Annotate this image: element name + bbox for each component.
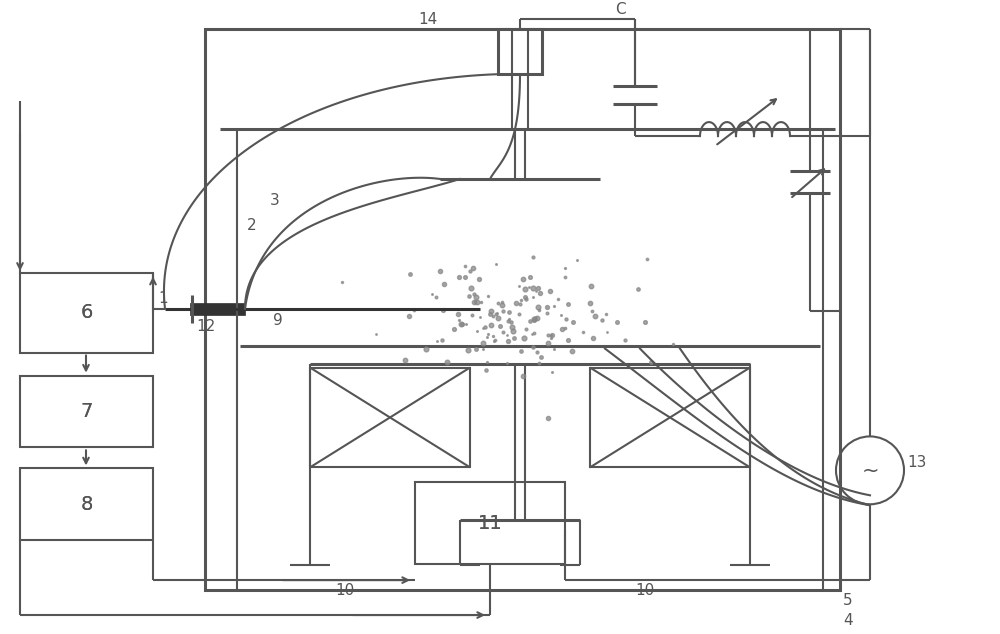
Text: C: C: [615, 2, 625, 17]
Bar: [310, 368, 470, 467]
Text: 6: 6: [80, 303, 93, 322]
Text: 6: 6: [80, 303, 93, 322]
Text: 14: 14: [418, 12, 438, 27]
Text: 11: 11: [478, 514, 502, 533]
Text: 8: 8: [80, 495, 93, 514]
Bar: [20, 375, 153, 448]
Text: 9: 9: [273, 313, 283, 328]
Bar: [498, 29, 542, 74]
Text: 5: 5: [843, 593, 853, 607]
Text: 10: 10: [635, 583, 655, 598]
Text: ~: ~: [861, 460, 879, 481]
Bar: [190, 302, 245, 314]
Text: 7: 7: [80, 402, 93, 421]
Bar: [20, 273, 153, 353]
Text: 8: 8: [80, 495, 93, 514]
Bar: [590, 368, 750, 467]
Bar: [20, 469, 153, 540]
Text: 12: 12: [196, 319, 216, 334]
Text: 4: 4: [843, 612, 853, 628]
Text: 10: 10: [335, 583, 355, 598]
Text: 13: 13: [907, 455, 927, 470]
Text: 2: 2: [247, 218, 257, 233]
Text: 11: 11: [478, 514, 502, 533]
Bar: [205, 29, 840, 590]
Text: 7: 7: [80, 402, 93, 421]
Text: 1: 1: [158, 291, 168, 306]
Bar: [415, 482, 565, 564]
Text: 3: 3: [270, 193, 280, 209]
